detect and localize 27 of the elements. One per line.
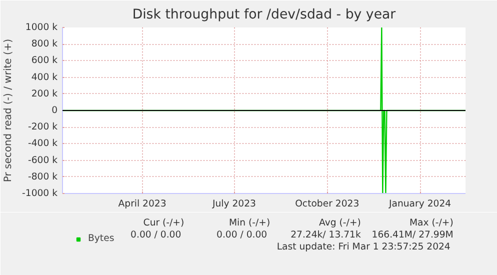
x-tick-label: April 2023 — [118, 198, 166, 210]
chart-title: Disk throughput for /dev/sdad - by year — [132, 8, 396, 22]
legend-label: Bytes — [88, 233, 114, 244]
y-tick-label: 800 k — [31, 38, 58, 50]
y-tick-label: 400 k — [31, 72, 58, 83]
y-tick-label: 600 k — [31, 55, 58, 66]
y-tick-label: 1000 k — [25, 22, 58, 33]
x-tick-label: January 2024 — [388, 198, 452, 210]
y-tick-label: -800 k — [28, 171, 58, 182]
x-tick-label: July 2023 — [211, 198, 256, 210]
y-tick-label: 200 k — [31, 88, 58, 100]
text: 0.00 / 0.00 — [216, 230, 268, 240]
text: Last update: Fri Mar 1 23:57:25 2024 — [276, 242, 450, 252]
y-tick-label: -200 k — [28, 122, 58, 133]
text: 27.24k/ 13.71k — [290, 230, 362, 240]
y-axis-title: Pr second read (-) / write (+) — [3, 38, 14, 182]
text: Cur (-/+) — [143, 218, 184, 228]
text: 0.00 / 0.00 — [130, 230, 182, 240]
text: Min (-/+) — [228, 218, 270, 228]
text: 166.41M/ 27.99M — [372, 230, 454, 240]
y-tick-label: -600 k — [28, 154, 58, 166]
x-tick-label: October 2023 — [295, 198, 360, 210]
y-tick-label: 0 — [52, 105, 58, 116]
y-tick-label: -1000 k — [22, 188, 58, 199]
y-tick-label: -400 k — [28, 138, 58, 150]
text: Max (-/+) — [409, 218, 454, 228]
text: Avg (-/+) — [319, 218, 361, 228]
